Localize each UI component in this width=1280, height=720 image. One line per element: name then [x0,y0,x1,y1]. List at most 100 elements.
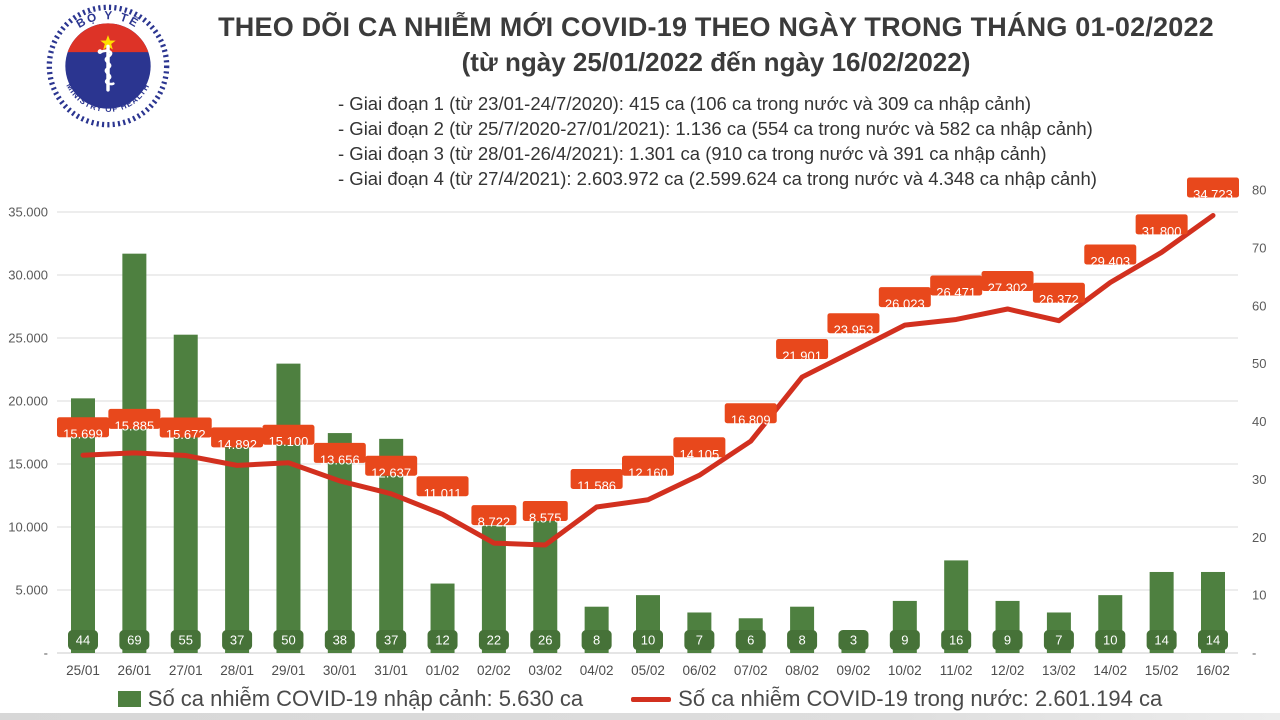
x-axis-label: 04/02 [580,663,614,678]
x-axis-label: 26/01 [117,663,151,678]
line-value-label: 8.575 [529,510,562,525]
left-axis-tick-label: 5.000 [15,583,48,598]
bar-value-label-box [376,630,407,650]
line-value-label: 15.100 [269,434,309,449]
bar-value-label: 7 [696,633,703,648]
left-axis-tick-label: - [44,646,48,661]
bar-series-swatch-icon [117,691,141,707]
bar-value-label: 26 [538,633,552,648]
line-value-label-box [471,505,517,526]
x-axis-label: 08/02 [785,663,819,678]
bar-value-label-box [119,630,150,650]
bar-value-label: 8 [593,633,600,648]
line-value-label-box [1032,282,1085,303]
x-axis-label: 25/01 [66,663,100,678]
x-axis-label: 28/01 [220,663,254,678]
x-axis-label: 12/02 [991,663,1025,678]
line-value-label-box [108,408,161,429]
line-value-label-box [776,339,829,360]
bar [327,433,352,653]
x-axis-label: 13/02 [1042,663,1076,678]
bar-value-label-box [787,630,818,650]
line-value-label: 26.471 [936,285,976,300]
legend-item-domestic: Số ca nhiễm COVID-19 trong nước: 2.601.1… [631,686,1162,712]
domestic-cases-line [80,212,1216,548]
left-axis-tick-label: 30.000 [8,268,48,283]
line-value-label-box [1084,244,1137,265]
left-axis-tick-label: 15.000 [8,457,48,472]
bar-value-label-box [273,630,304,650]
line-value-label-box [878,287,931,308]
bar-value-label-box [170,630,201,650]
x-axis-label: 16/02 [1196,663,1230,678]
line-value-label: 15.699 [63,427,103,442]
left-axis-tick-label: 25.000 [8,331,48,346]
bar-value-label: 22 [487,633,501,648]
x-axis-label: 03/02 [528,663,562,678]
bar-value-label-box [581,630,612,650]
header: THEO DÕI CA NHIỄM MỚI COVID-19 THEO NGÀY… [160,10,1272,78]
line-value-label: 23.953 [834,323,874,338]
bar [71,398,95,653]
bar-value-label-box [1198,630,1228,650]
line-value-label: 27.302 [988,280,1028,295]
bar-value-label-box [889,630,920,650]
line-value-label: 12.637 [371,465,411,480]
line-value-label: 21.901 [782,349,822,364]
line-value-label-box [570,469,623,490]
bar-value-label: 14 [1206,633,1220,648]
line-series-swatch-icon [631,696,672,702]
x-axis-label: 27/01 [169,663,203,678]
bar-value-label: 6 [747,633,754,648]
bar-value-label-box [684,630,715,650]
line-value-label: 12.160 [628,465,668,480]
bar-value-label: 14 [1154,633,1168,648]
phase-summary: - Giai đoạn 1 (từ 23/01-24/7/2020): 415 … [338,91,1097,191]
line-value-label-box [313,442,366,463]
bar-value-label: 16 [949,633,963,648]
line-value-label: 26.372 [1039,292,1079,307]
right-axis-tick-label: 70 [1252,240,1266,255]
bar-value-label: 50 [281,633,295,648]
bar-value-label: 44 [76,633,90,648]
bar-value-label: 38 [333,633,347,648]
bar-value-label-box [478,630,509,650]
moh-logo: BỘ Y TẾ MINISTRY OF HEALTH [46,4,170,128]
x-axis-label: 02/02 [477,663,511,678]
x-axis-label: 01/02 [426,663,460,678]
bar [173,334,198,653]
left-axis-tick-label: 10.000 [8,520,48,535]
bar [533,502,558,653]
line-value-label-box [522,500,568,521]
x-axis-label: 07/02 [734,663,768,678]
line-value-label: 14.105 [679,447,719,462]
bar-value-label-box [324,630,355,650]
bar [225,438,250,653]
line-value-label-box [211,427,264,448]
line-value-label-box [416,476,469,497]
bar-value-label-box [992,630,1023,650]
x-axis-label: 06/02 [682,663,716,678]
line-value-label: 14.892 [217,437,257,452]
line-value-label: 26.023 [885,297,925,312]
bar-value-label-box [1095,630,1126,650]
star-icon [100,35,116,50]
line-value-label: 29.403 [1090,254,1130,269]
x-axis-label: 05/02 [631,663,665,678]
line-value-label-box [262,424,315,445]
bar-value-label-box [633,630,663,650]
bottom-strip [0,713,1280,720]
page-subtitle: (từ ngày 25/01/2022 đến ngày 16/02/2022) [461,47,971,77]
bar-value-label: 37 [384,633,398,648]
bar-value-label: 7 [1055,633,1062,648]
bar-value-label-box [1146,630,1177,650]
bar-value-label: 10 [641,633,655,648]
bar-value-label-box [1043,630,1074,650]
right-axis-tick-label: 20 [1252,530,1266,545]
x-axis-label: 31/01 [374,663,408,678]
bar-value-label: 10 [1103,633,1117,648]
phase-line-2: - Giai đoạn 2 (từ 25/7/2020-27/01/2021):… [338,118,1093,139]
x-axis-label: 09/02 [837,663,871,678]
line-value-label: 13.656 [320,452,360,467]
page-title: THEO DÕI CA NHIỄM MỚI COVID-19 THEO NGÀY… [218,12,1214,42]
